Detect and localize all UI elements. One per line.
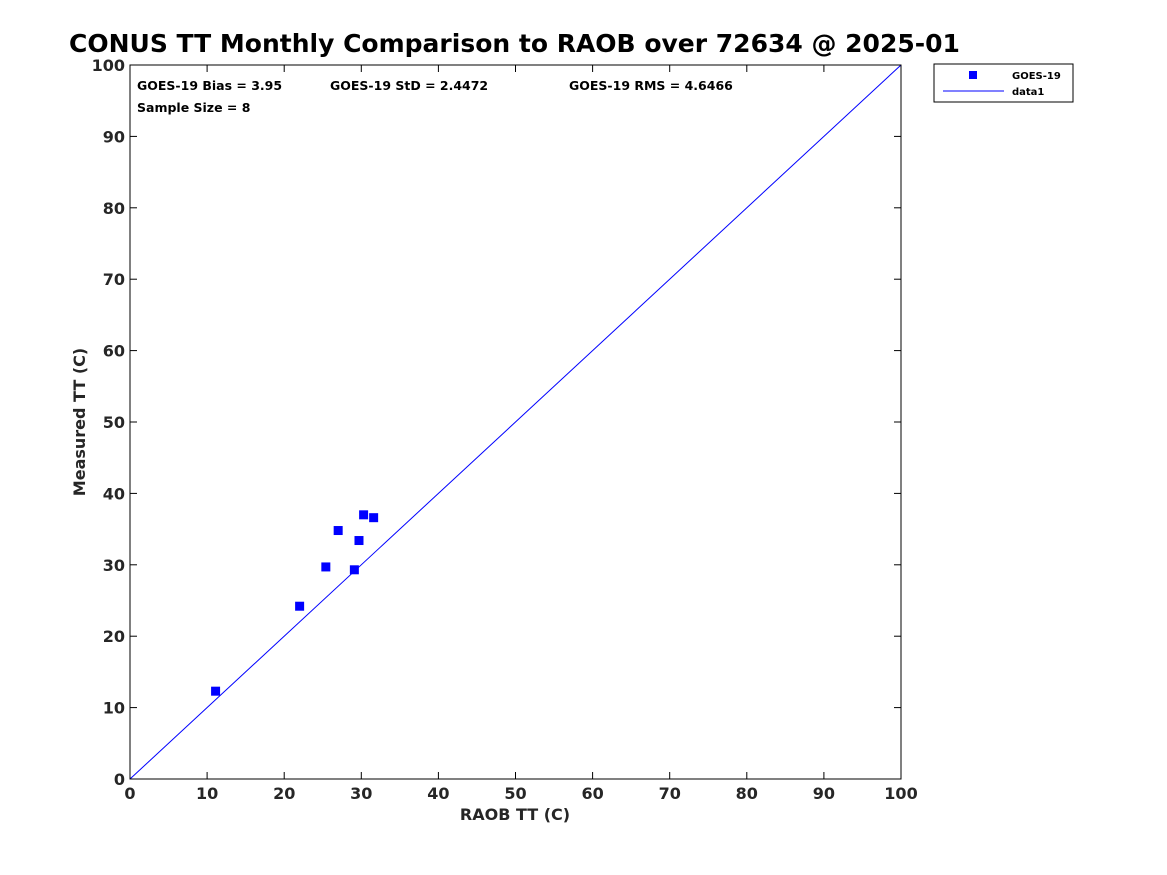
chart-title: CONUS TT Monthly Comparison to RAOB over… xyxy=(69,29,960,58)
y-tick-label: 100 xyxy=(92,56,125,75)
y-tick-label: 70 xyxy=(103,270,125,289)
annotation-std: GOES-19 StD = 2.4472 xyxy=(330,78,488,93)
x-tick-label: 70 xyxy=(659,784,681,803)
data-point xyxy=(354,536,364,546)
y-tick-label: 30 xyxy=(103,556,125,575)
annotation-sample-size: Sample Size = 8 xyxy=(137,100,250,115)
y-tick-label: 60 xyxy=(103,342,125,361)
y-tick-label: 50 xyxy=(103,413,125,432)
legend: GOES-19 data1 xyxy=(933,63,1074,103)
data-point xyxy=(359,510,369,520)
annotation-bias: GOES-19 Bias = 3.95 xyxy=(137,78,282,93)
tick-labels: 0 10 20 30 40 50 60 70 80 90 100 0 10 20 30 40 50 60 70 80 9… xyxy=(92,56,918,803)
series-line-data1 xyxy=(129,64,902,780)
x-tick-label: 10 xyxy=(196,784,218,803)
x-tick-label: 60 xyxy=(581,784,603,803)
y-tick-label: 0 xyxy=(114,770,125,789)
data-point xyxy=(321,562,331,572)
y-tick-label: 10 xyxy=(103,699,125,718)
legend-label-data1: data1 xyxy=(1012,87,1044,98)
legend-box xyxy=(933,63,1074,103)
data-point xyxy=(349,565,359,575)
legend-marker-goes19 xyxy=(969,71,977,79)
x-tick-label: 40 xyxy=(427,784,449,803)
plot-frame xyxy=(129,64,902,780)
x-tick-label: 90 xyxy=(813,784,835,803)
data-point xyxy=(333,526,343,536)
x-tick-label: 30 xyxy=(350,784,372,803)
y-tick-label: 80 xyxy=(103,199,125,218)
x-tick-label: 80 xyxy=(736,784,758,803)
x-axis-label: RAOB TT (C) xyxy=(460,805,570,824)
data-point xyxy=(211,686,221,696)
annotation-rms: GOES-19 RMS = 4.6466 xyxy=(569,78,733,93)
y-tick-label: 40 xyxy=(103,484,125,503)
data-point xyxy=(369,513,379,523)
y-tick-label: 90 xyxy=(103,127,125,146)
data-point xyxy=(295,601,305,611)
legend-label-goes19: GOES-19 xyxy=(1012,71,1061,82)
x-tick-label: 0 xyxy=(124,784,135,803)
series-goes19-points xyxy=(211,510,379,696)
x-tick-label: 100 xyxy=(884,784,917,803)
x-tick-label: 20 xyxy=(273,784,295,803)
y-tick-label: 20 xyxy=(103,627,125,646)
x-tick-label: 50 xyxy=(504,784,526,803)
y-axis-label: Measured TT (C) xyxy=(70,348,89,496)
